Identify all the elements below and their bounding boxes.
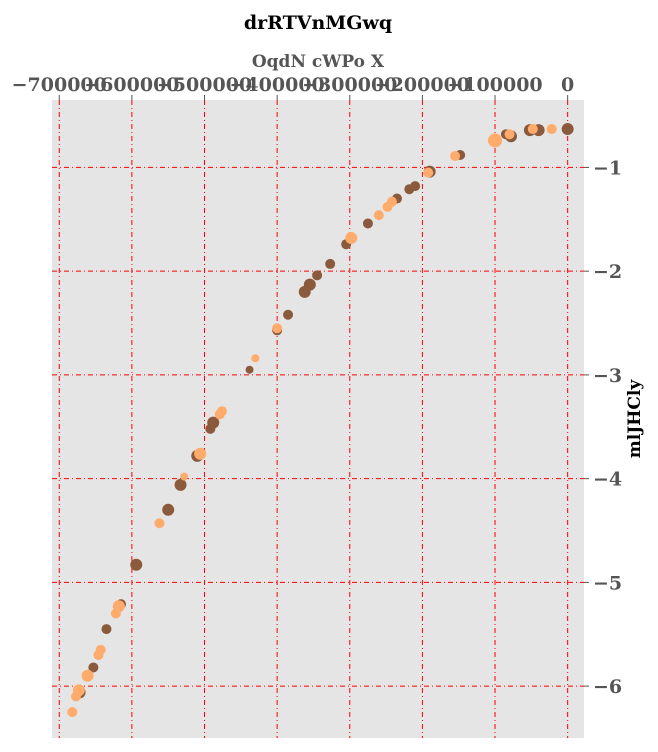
- data-point: [345, 231, 358, 244]
- data-point: [88, 662, 99, 673]
- data-point: [546, 124, 557, 135]
- data-points: [67, 123, 574, 718]
- y-tick-label: −6: [593, 676, 622, 698]
- data-point: [561, 123, 574, 136]
- data-point: [70, 691, 81, 702]
- y-tick-label: −1: [593, 157, 622, 179]
- x-tick-label: −600000: [84, 74, 179, 96]
- data-point: [272, 323, 283, 334]
- data-point: [382, 201, 393, 212]
- data-point: [325, 258, 336, 269]
- x-tick-label: −400000: [230, 74, 325, 96]
- data-point: [245, 365, 254, 374]
- data-point: [101, 624, 112, 635]
- data-point: [93, 650, 104, 661]
- chart-title: drRTVnMGwq: [244, 12, 392, 34]
- x-tick-label: −700000: [12, 74, 107, 96]
- y-tick-label: −3: [593, 365, 622, 387]
- y-tick-label: −2: [593, 261, 622, 283]
- data-point: [81, 669, 94, 682]
- x-tick-label: −500000: [157, 74, 252, 96]
- y-tick-label: −5: [593, 572, 622, 594]
- data-point: [527, 124, 538, 135]
- data-point: [110, 608, 121, 619]
- x-tick-label: −100000: [447, 74, 542, 96]
- data-point: [298, 285, 311, 298]
- data-point: [450, 151, 461, 162]
- data-point: [283, 309, 294, 320]
- x-tick-label: 0: [561, 74, 574, 96]
- data-point: [504, 129, 515, 140]
- data-point: [162, 503, 175, 516]
- data-point: [373, 210, 384, 221]
- data-point: [194, 447, 207, 460]
- data-point: [488, 133, 503, 148]
- x-tick-label: −200000: [375, 74, 470, 96]
- data-point: [404, 184, 415, 195]
- data-point: [174, 478, 187, 491]
- axis-ticks: −700000−600000−500000−400000−300000−2000…: [12, 74, 623, 698]
- data-point: [423, 167, 434, 178]
- x-tick-label: −300000: [302, 74, 397, 96]
- y-tick-label: −4: [593, 469, 622, 491]
- data-point: [130, 558, 143, 571]
- data-point: [214, 409, 225, 420]
- data-point: [312, 270, 323, 281]
- data-point: [205, 423, 216, 434]
- data-point: [154, 518, 165, 529]
- data-point: [180, 472, 189, 481]
- y-axis-label: mlJHCly: [625, 379, 645, 459]
- data-point: [67, 707, 78, 718]
- data-point: [362, 218, 373, 229]
- data-point: [251, 354, 260, 363]
- x-axis-label: OqdN cWPo X: [252, 52, 385, 72]
